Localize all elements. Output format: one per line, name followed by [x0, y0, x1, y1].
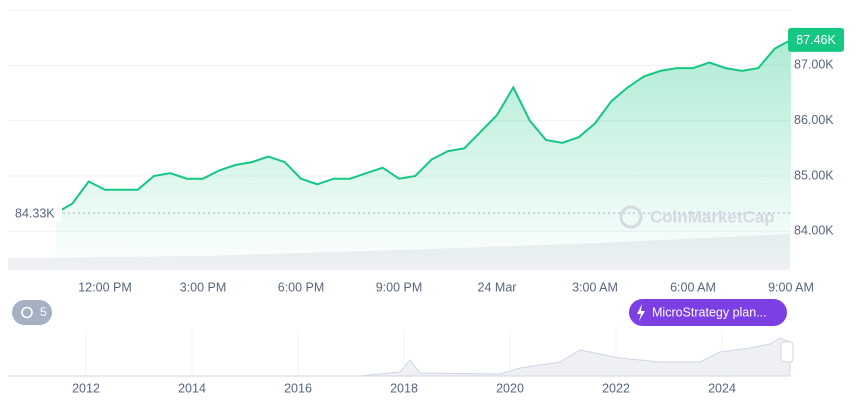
y-tick-label: 85.00K	[794, 168, 834, 182]
last-price-label: 87.46K	[796, 33, 836, 47]
badge-icon	[21, 306, 33, 319]
navigator-label: 2012	[72, 381, 100, 395]
navigator-handle[interactable]	[780, 341, 794, 363]
history-badge[interactable]: 5	[12, 300, 52, 325]
navigator-label: 2022	[602, 381, 630, 395]
x-tick-label: 6:00 AM	[670, 280, 716, 294]
annotation[interactable]: MicroStrategy plan...	[629, 299, 787, 326]
baseline-label: 84.33K	[15, 206, 55, 220]
navigator-area	[8, 337, 791, 377]
annotation-text: MicroStrategy plan...	[652, 305, 767, 319]
x-tick-label: 9:00 PM	[376, 280, 423, 294]
last-price-bg	[788, 27, 844, 52]
watermark-text: CoinMarketCap	[650, 207, 775, 226]
watermark: CoinMarketCap	[619, 205, 775, 229]
y-tick-label: 86.00K	[794, 113, 834, 127]
baseline-label-bg	[8, 204, 62, 223]
navigator: 2012 2014 2016 2018 2020 2022 2024	[8, 330, 794, 395]
price-line	[55, 39, 792, 214]
navigator-label: 2016	[284, 381, 312, 395]
navigator-label: 2024	[708, 381, 736, 395]
x-tick-label: 9:00 AM	[768, 280, 814, 294]
annotation-icon	[637, 304, 645, 321]
navigator-label: 2018	[390, 381, 418, 395]
y-tick-label: 84.00K	[794, 224, 834, 238]
annotation-bg[interactable]	[629, 299, 787, 326]
x-tick-label: 6:00 PM	[278, 280, 325, 294]
x-tick-label: 3:00 AM	[572, 280, 618, 294]
area	[56, 39, 791, 271]
x-tick-label: 3:00 PM	[180, 280, 227, 294]
x-tick-label: 24 Mar	[478, 280, 517, 294]
watermark-logo	[619, 205, 643, 229]
navigator-label: 2020	[496, 381, 524, 395]
badge-count: 5	[40, 305, 47, 319]
navigator-label: 2014	[178, 381, 206, 395]
x-tick-label: 12:00 PM	[78, 280, 132, 294]
y-tick-label: 87.00K	[794, 58, 834, 72]
